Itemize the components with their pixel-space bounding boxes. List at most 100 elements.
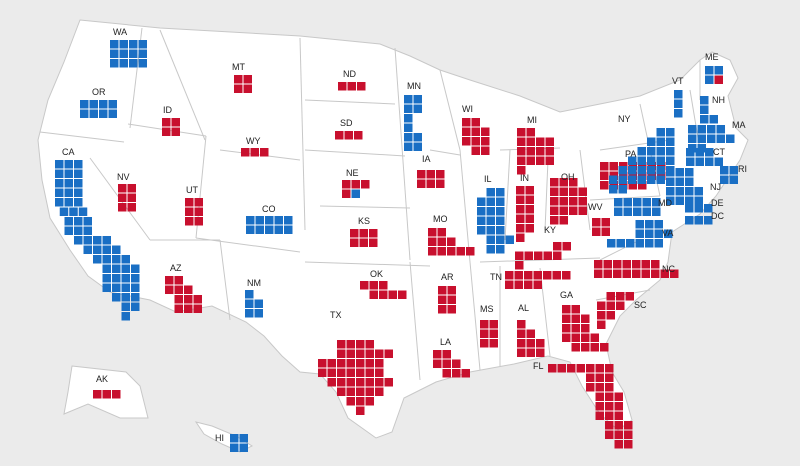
electoral-vote-tile-dc <box>704 216 713 225</box>
electoral-vote-tile-ri <box>729 166 738 175</box>
electoral-vote-tile-az <box>184 285 193 294</box>
electoral-vote-tile-va <box>616 239 625 248</box>
electoral-vote-tile-ca <box>55 198 64 207</box>
electoral-vote-tile-fl <box>557 364 566 373</box>
state-border-line <box>299 37 306 231</box>
electoral-vote-tile-or <box>108 100 117 109</box>
electoral-vote-tile-de <box>685 204 694 213</box>
electoral-vote-tile-tx <box>318 359 327 368</box>
electoral-vote-tile-or <box>89 109 98 118</box>
electoral-vote-tile-ok <box>398 290 407 299</box>
electoral-vote-tile-ok <box>379 281 388 290</box>
electoral-vote-tile-ia <box>436 179 445 188</box>
electoral-vote-tile-md <box>614 198 623 207</box>
electoral-vote-tile-ca <box>121 312 130 321</box>
electoral-vote-tile-ca <box>131 274 140 283</box>
electoral-vote-tile-wi <box>481 137 490 146</box>
electoral-vote-tile-il <box>496 207 505 216</box>
electoral-vote-tile-fl <box>605 430 614 439</box>
electoral-vote-tile-tx <box>337 378 346 387</box>
electoral-vote-tile-tx <box>365 340 374 349</box>
electoral-vote-tile-vt <box>674 109 683 118</box>
electoral-vote-tile-mn <box>413 133 422 142</box>
electoral-vote-tile-mn <box>413 95 422 104</box>
electoral-vote-tile-ca <box>74 169 83 178</box>
electoral-vote-tile-az <box>193 304 202 313</box>
electoral-vote-tile-ia <box>417 170 426 179</box>
electoral-vote-tile-md <box>642 207 651 216</box>
electoral-vote-tile-fl <box>605 392 614 401</box>
electoral-vote-tile-tx <box>346 368 355 377</box>
electoral-vote-tile-nj <box>666 196 675 205</box>
electoral-vote-tile-ca <box>102 274 111 283</box>
electoral-vote-tile-il <box>496 245 505 254</box>
electoral-vote-tile-ny <box>628 156 637 165</box>
electoral-vote-tile-ca <box>64 160 73 169</box>
electoral-vote-tile-me <box>705 66 714 75</box>
electoral-vote-tile-sd <box>354 131 363 140</box>
electoral-vote-tile-ca <box>112 274 121 283</box>
electoral-vote-tile-ga <box>571 343 580 352</box>
electoral-vote-tile-ms <box>489 329 498 338</box>
electoral-vote-tile-tx <box>327 359 336 368</box>
electoral-vote-tile-wy <box>260 148 269 157</box>
electoral-vote-tile-fl <box>614 402 623 411</box>
electoral-vote-tile-ga <box>581 333 590 342</box>
state-border-line <box>439 69 461 151</box>
state-label-de: DE <box>711 198 724 208</box>
electoral-vote-tile-ok <box>369 290 378 299</box>
electoral-vote-tile-in <box>516 205 525 214</box>
electoral-vote-tile-fl <box>567 364 576 373</box>
electoral-vote-tile-co <box>274 225 283 234</box>
electoral-vote-tile-ca <box>78 207 88 216</box>
electoral-vote-tile-dc <box>685 216 694 225</box>
electoral-vote-tile-ak <box>93 390 102 399</box>
electoral-vote-tile-nh <box>700 96 709 105</box>
electoral-vote-tile-mi <box>536 156 545 165</box>
electoral-vote-tile-fl <box>605 364 614 373</box>
electoral-vote-tile-md <box>623 198 632 207</box>
state-label-ne: NE <box>346 168 359 178</box>
electoral-vote-tile-in <box>525 186 534 195</box>
electoral-vote-tile-tx <box>356 378 365 387</box>
electoral-vote-tile-mo <box>447 237 456 246</box>
electoral-vote-tile-il <box>486 216 495 225</box>
electoral-vote-tile-ca <box>74 217 83 226</box>
electoral-vote-tile-la <box>433 350 442 359</box>
electoral-vote-tile-oh <box>550 178 559 187</box>
electoral-vote-tile-oh <box>550 216 559 225</box>
electoral-vote-tile-ma <box>716 125 725 134</box>
electoral-vote-tile-il <box>477 197 486 206</box>
electoral-vote-tile-nc <box>622 269 631 278</box>
electoral-vote-tile-il <box>496 188 505 197</box>
electoral-vote-tile-la <box>461 369 470 378</box>
electoral-vote-tile-ga <box>562 324 571 333</box>
electoral-vote-tile-tx <box>337 340 346 349</box>
electoral-vote-tile-mn <box>404 142 413 151</box>
electoral-vote-tile-ny <box>637 166 646 175</box>
electoral-vote-tile-va <box>635 239 644 248</box>
electoral-vote-tile-wa <box>119 40 128 49</box>
electoral-vote-tile-oh <box>569 206 578 215</box>
electoral-vote-tile-ar <box>447 295 456 304</box>
electoral-vote-tile-nm <box>254 299 263 308</box>
electoral-vote-tile-id <box>171 127 180 136</box>
state-border-line <box>544 159 549 231</box>
electoral-vote-tile-il <box>477 226 486 235</box>
electoral-vote-tile-wi <box>471 137 480 146</box>
electoral-vote-tile-ca <box>121 283 130 292</box>
electoral-vote-tile-oh <box>550 206 559 215</box>
electoral-vote-tile-ca <box>83 226 92 235</box>
electoral-vote-tile-fl <box>548 364 557 373</box>
electoral-vote-tile-in <box>516 224 525 233</box>
electoral-vote-tile-ny <box>647 147 656 156</box>
electoral-vote-tile-mt <box>234 84 243 93</box>
electoral-vote-tile-ca <box>55 169 64 178</box>
electoral-vote-tile-tx <box>375 349 384 358</box>
electoral-vote-tile-il <box>486 226 495 235</box>
electoral-vote-tile-va <box>626 239 635 248</box>
state-label-ri: RI <box>738 164 747 174</box>
electoral-vote-tile-mo <box>466 247 475 256</box>
state-label-ak: AK <box>96 374 108 384</box>
